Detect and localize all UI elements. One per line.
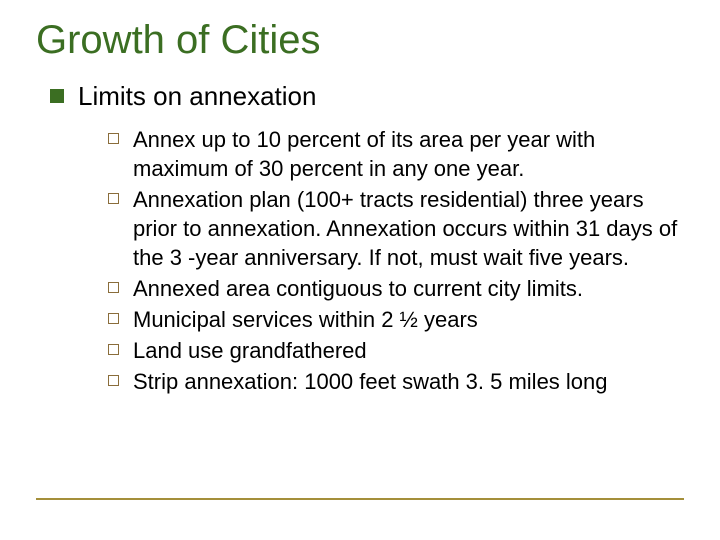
list-item: Annex up to 10 percent of its area per y… xyxy=(108,125,684,183)
list-item-text: Annex up to 10 percent of its area per y… xyxy=(133,125,684,183)
list-item: Strip annexation: 1000 feet swath 3. 5 m… xyxy=(108,367,684,396)
list-item-text: Annexation plan (100+ tracts residential… xyxy=(133,185,684,272)
level2-list: Annex up to 10 percent of its area per y… xyxy=(108,125,684,396)
hollow-square-bullet-icon xyxy=(108,375,119,386)
list-item: Land use grandfathered xyxy=(108,336,684,365)
hollow-square-bullet-icon xyxy=(108,133,119,144)
hollow-square-bullet-icon xyxy=(108,282,119,293)
list-item-text: Strip annexation: 1000 feet swath 3. 5 m… xyxy=(133,367,608,396)
list-item-text: Municipal services within 2 ½ years xyxy=(133,305,478,334)
hollow-square-bullet-icon xyxy=(108,344,119,355)
slide-title: Growth of Cities xyxy=(36,18,684,62)
hollow-square-bullet-icon xyxy=(108,193,119,204)
square-bullet-icon xyxy=(50,89,64,103)
list-item: Annexed area contiguous to current city … xyxy=(108,274,684,303)
list-item-text: Land use grandfathered xyxy=(133,336,367,365)
list-item: Municipal services within 2 ½ years xyxy=(108,305,684,334)
list-item-text: Annexed area contiguous to current city … xyxy=(133,274,583,303)
level1-text: Limits on annexation xyxy=(78,80,316,113)
hollow-square-bullet-icon xyxy=(108,313,119,324)
level1-item: Limits on annexation xyxy=(50,80,684,113)
list-item: Annexation plan (100+ tracts residential… xyxy=(108,185,684,272)
divider-line xyxy=(36,498,684,500)
slide: Growth of Cities Limits on annexation An… xyxy=(0,0,720,540)
